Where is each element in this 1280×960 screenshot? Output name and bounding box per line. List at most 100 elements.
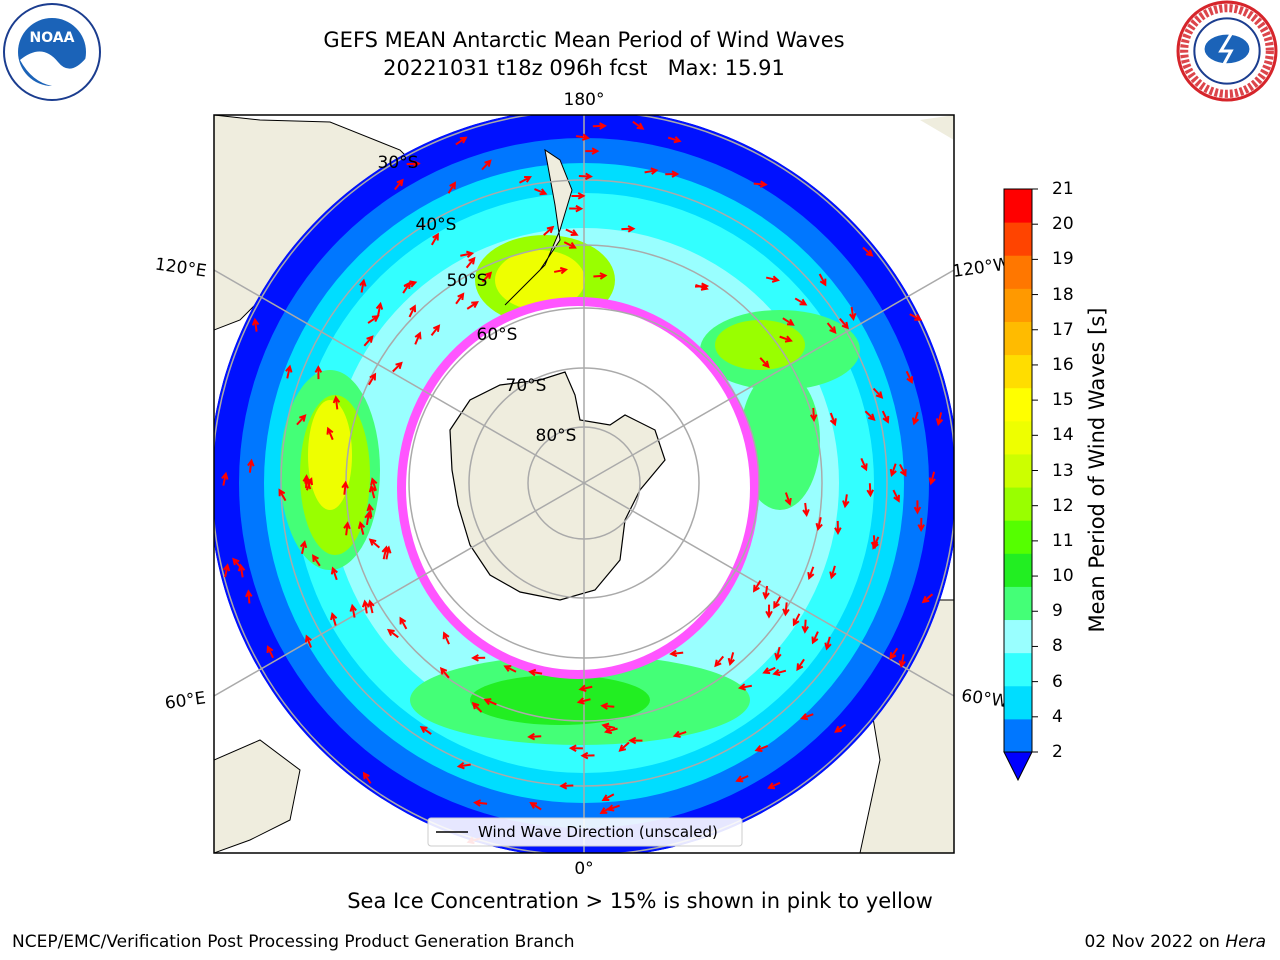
wave-direction-arrow: [330, 566, 338, 581]
lon-label-upper-left: 120°E: [154, 255, 208, 282]
wave-direction-arrow: [737, 683, 752, 691]
footer-date: 02 Nov 2022 on Hera: [1084, 932, 1266, 952]
wave-direction-arrow: [471, 654, 486, 662]
wave-direction-arrow: [811, 631, 819, 645]
wave-direction-arrow: [406, 160, 421, 168]
wave-direction-arrow: [580, 751, 595, 760]
wave-direction-arrow: [578, 684, 593, 692]
wave-direction-arrow: [826, 322, 837, 334]
wave-direction-arrow: [359, 278, 367, 293]
wave-direction-arrow: [909, 313, 923, 321]
wave-direction-arrow: [618, 741, 630, 752]
wave-direction-arrow: [860, 457, 868, 472]
wave-direction-arrow: [439, 666, 450, 679]
wave-direction-arrow: [928, 471, 936, 486]
colorbar-segment: [1004, 718, 1032, 753]
wave-direction-arrow: [361, 599, 370, 614]
wave-direction-arrow: [519, 176, 532, 184]
lat-label-70s: 70°S: [506, 376, 547, 396]
colorbar-tick-label: 21: [1052, 179, 1074, 199]
lon-label-lower-left: 60°E: [164, 688, 207, 713]
map-canvas: [214, 115, 954, 853]
colorbar-segment: [1004, 586, 1032, 621]
wave-direction-arrow: [455, 136, 468, 146]
wave-direction-arrow: [563, 241, 577, 249]
wave-direction-arrow: [408, 304, 417, 318]
lat-label-30s: 30°S: [378, 153, 419, 173]
wave-direction-arrow: [911, 411, 920, 426]
wave-direction-arrow: [600, 702, 615, 710]
wave-direction-arrow: [414, 331, 422, 345]
wave-direction-arrow: [553, 266, 568, 275]
colorbar-segment: [1004, 189, 1032, 223]
wave-direction-arrow: [447, 181, 456, 194]
wave-direction-arrow: [430, 232, 439, 246]
wave-direction-arrow: [222, 563, 231, 578]
wave-direction-arrow: [921, 593, 934, 604]
wave-direction-arrow: [527, 732, 542, 741]
colorbar-segment: [1004, 685, 1032, 720]
wave-direction-arrow: [842, 494, 850, 509]
wave-direction-arrow: [801, 619, 809, 634]
wave-direction-arrow: [245, 589, 253, 604]
wave-direction-arrow: [466, 301, 479, 310]
footer-branch: NCEP/EMC/Verification Post Processing Pr…: [12, 932, 575, 952]
colorbar-tick-label: 15: [1052, 390, 1074, 411]
wave-direction-arrow: [465, 256, 476, 269]
wave-direction-arrow: [367, 314, 380, 324]
land-antarctica: [449, 371, 666, 601]
nws-logo: [1176, 0, 1278, 102]
wave-direction-arrow: [601, 722, 616, 730]
wave-direction-arrow: [456, 761, 471, 770]
wave-direction-arrow: [332, 395, 341, 410]
wave-direction-arrow: [829, 565, 837, 580]
wave-direction-arrow: [935, 412, 944, 427]
wave-direction-arrow: [862, 246, 874, 257]
colorbar-segment: [1004, 453, 1032, 488]
colorbar: [1003, 188, 1038, 782]
wave-direction-arrow: [575, 133, 590, 141]
colorbar-tick-label: 14: [1052, 425, 1074, 446]
colorbar-segment: [1004, 222, 1032, 256]
wave-direction-arrow: [543, 225, 555, 236]
wave-direction-arrow: [221, 471, 229, 486]
wave-direction-arrow: [568, 744, 583, 752]
wave-direction-arrow: [503, 665, 517, 673]
wave-direction-arrow: [326, 426, 334, 441]
wave-direction-arrow: [565, 228, 579, 237]
colorbar-tick-label: 20: [1052, 214, 1074, 235]
wave-direction-arrow: [285, 364, 293, 379]
title-line-2: 20221031 t18z 096h fcst Max: 15.91: [383, 56, 785, 80]
wave-direction-arrow: [669, 649, 684, 658]
wave-direction-arrow: [628, 736, 643, 745]
wave-direction-arrow: [765, 275, 780, 283]
wave-direction-arrow: [403, 280, 418, 288]
wave-direction-arrow: [672, 730, 687, 738]
lat-label-40s: 40°S: [416, 215, 457, 235]
wave-direction-arrow: [834, 723, 847, 733]
wave-direction-arrow: [782, 317, 795, 326]
wave-direction-arrow: [302, 474, 311, 489]
wave-direction-arrow: [341, 480, 349, 495]
wave-direction-arrow: [899, 463, 907, 477]
wave-direction-arrow: [366, 503, 374, 518]
wave-direction-arrow: [311, 554, 321, 567]
wave-direction-arrow: [368, 538, 381, 549]
wave-direction-arrow: [363, 335, 374, 347]
wave-direction-arrow: [898, 654, 906, 669]
wave-direction-arrow: [644, 167, 659, 175]
wave-direction-arrow: [481, 271, 493, 283]
lon-label-bottom: 0°: [574, 859, 593, 879]
lon-label-lower-right: 60°W: [960, 686, 1009, 712]
wave-direction-arrow: [593, 272, 608, 280]
colorbar-segment: [1004, 619, 1032, 654]
wave-direction-arrow: [872, 387, 884, 399]
colorbar-segment: [1004, 520, 1032, 554]
wave-direction-arrow: [665, 170, 680, 178]
lat-label-80s: 80°S: [536, 426, 577, 446]
wave-direction-arrow: [695, 283, 709, 291]
wave-direction-arrow: [818, 273, 827, 287]
wave-direction-arrow: [762, 585, 770, 600]
lon-label-top: 180°: [564, 90, 605, 110]
colorbar-tick-label: 6: [1052, 671, 1063, 692]
